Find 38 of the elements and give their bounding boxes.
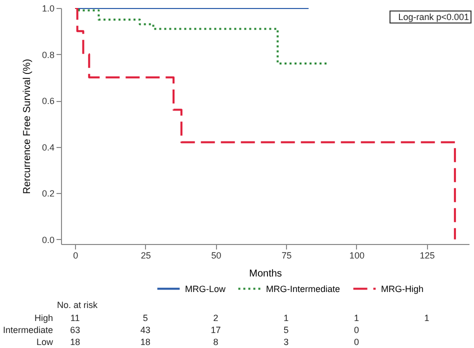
- x-tick-label: 100: [349, 250, 364, 260]
- text: 43: [140, 325, 150, 335]
- text: 63: [70, 325, 80, 335]
- x-axis-title: Months: [249, 268, 282, 280]
- x-tick-label: 125: [420, 250, 435, 260]
- annotation: Log-rank p<0.001: [398, 12, 469, 22]
- text: 5: [142, 313, 148, 323]
- text: 11: [70, 313, 80, 323]
- text: Intermediate: [2, 325, 53, 335]
- text: 17: [210, 325, 221, 335]
- text: 1: [354, 313, 359, 323]
- text: 18: [140, 337, 150, 347]
- x-tick-label: 75: [282, 250, 292, 260]
- x-tick-label: 50: [211, 250, 222, 260]
- y-tick-label: 0.2: [42, 188, 54, 199]
- y-axis-title: Rercurrence Free Survival (%): [22, 58, 33, 194]
- text: 5: [284, 325, 289, 335]
- text: 3: [284, 337, 289, 347]
- text: Low: [36, 337, 54, 347]
- text: High: [34, 313, 53, 323]
- y-tick-label: 0.0: [42, 234, 54, 245]
- text: 1: [424, 313, 430, 323]
- x-tick-label: 25: [140, 250, 151, 260]
- y-tick-label: 0.8: [42, 50, 54, 60]
- text: 0: [354, 337, 359, 347]
- text: No. at risk: [57, 300, 98, 310]
- legend-label: MRG-Low: [185, 284, 226, 294]
- text: 2: [213, 313, 218, 323]
- y-tick-label: 0.4: [42, 142, 54, 152]
- text: 0: [354, 325, 359, 335]
- y-tick-label: 0.6: [42, 96, 54, 106]
- text: 8: [213, 337, 218, 347]
- legend-label: MRG-Intermediate: [266, 284, 340, 294]
- text: 1: [284, 313, 289, 323]
- legend-label: MRG-High: [381, 284, 424, 294]
- x-tick-label: 0: [73, 250, 78, 260]
- text: 18: [70, 337, 80, 347]
- y-tick-label: 1.0: [42, 4, 54, 14]
